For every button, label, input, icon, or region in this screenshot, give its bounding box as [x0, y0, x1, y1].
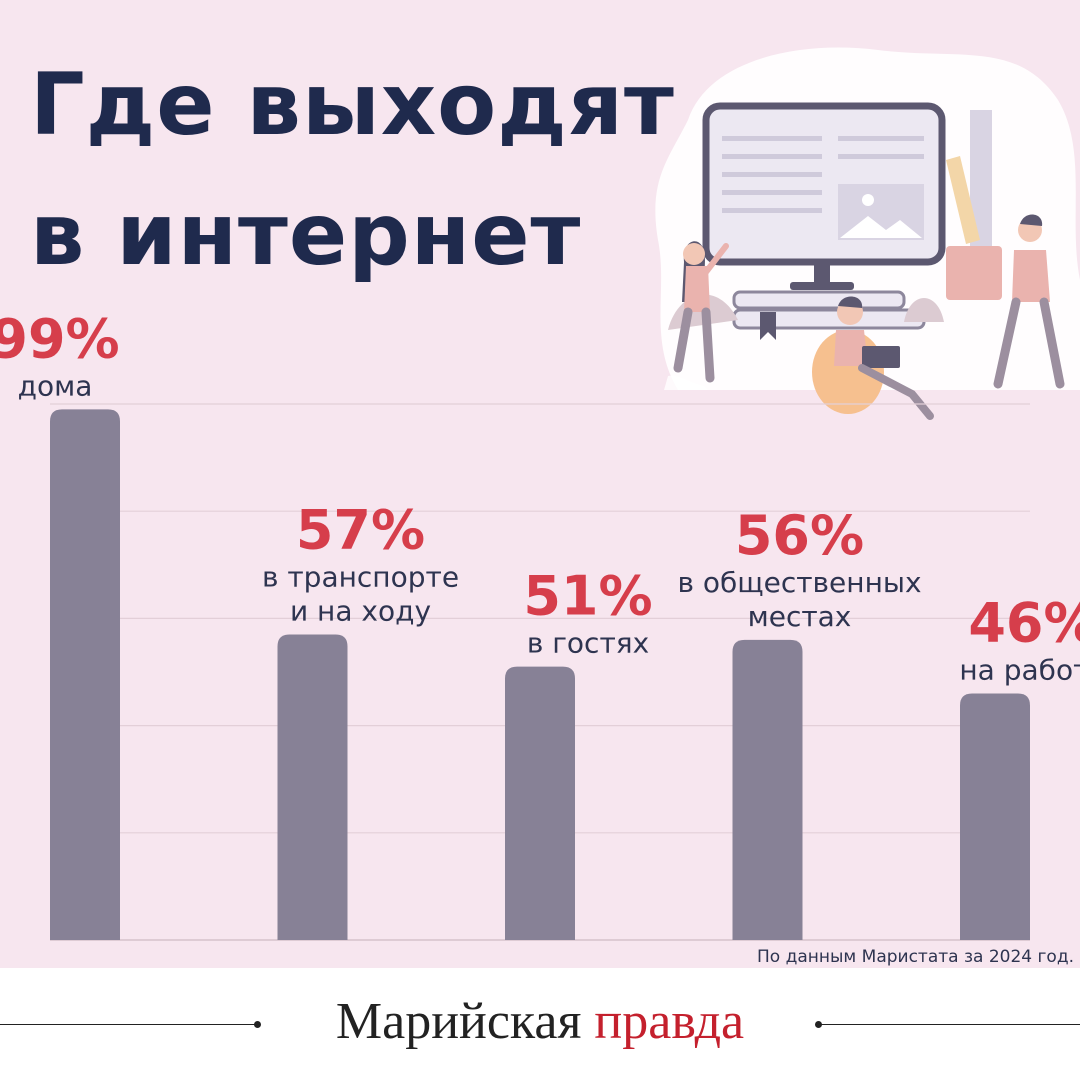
bar-2 — [277, 634, 348, 940]
woman-pointing-icon — [664, 241, 729, 390]
value-label-5: 46% — [968, 591, 1080, 654]
category-label-5-line-1: на работе — [959, 653, 1080, 686]
brand-name-part-2: правда — [594, 993, 745, 1050]
man-laptop-icon — [812, 296, 934, 420]
value-label-2: 57% — [296, 498, 425, 561]
bar-4 — [732, 639, 803, 940]
monitor-icon — [702, 102, 946, 290]
chart-bars — [50, 409, 1030, 940]
footer-rule-left — [0, 1021, 261, 1028]
value-label-1: 99% — [0, 307, 120, 370]
page-title: Где выходят в интернет — [30, 40, 675, 300]
category-label-2-line-1: в транспорте — [262, 560, 459, 593]
pencil-cup-icon — [946, 246, 1002, 300]
bar-1 — [50, 409, 120, 940]
man-standing-icon — [993, 214, 1065, 389]
value-label-3: 51% — [523, 565, 652, 628]
books-icon — [732, 290, 926, 340]
category-label-4-line-2: местах — [748, 600, 852, 633]
category-label-1-line-1: дома — [18, 369, 93, 402]
bar-5 — [960, 693, 1030, 940]
category-label-3-line-1: в гостях — [527, 627, 649, 660]
footer-brand-bar: Марийская правда — [0, 968, 1080, 1080]
brand-name-part-1: Марийская — [335, 993, 582, 1050]
category-label-4-line-1: в общественных — [677, 566, 921, 599]
people-computer-illustration — [655, 47, 1080, 420]
title-line-1: Где выходят — [30, 55, 675, 155]
source-note: По данным Маристата за 2024 год. — [757, 947, 1074, 967]
category-label-2-line-2: и на ходу — [290, 594, 431, 627]
title-line-2: в интернет — [30, 185, 582, 285]
bar-3 — [505, 666, 575, 940]
ruler-icon — [970, 110, 992, 250]
brand-logo: Марийская правда — [0, 990, 1080, 1054]
value-label-4: 56% — [735, 504, 864, 567]
infographic-canvas: Где выходят в интернет — [0, 0, 1080, 968]
pencil-icon — [946, 156, 980, 244]
footer-rule-right — [815, 1021, 1080, 1028]
